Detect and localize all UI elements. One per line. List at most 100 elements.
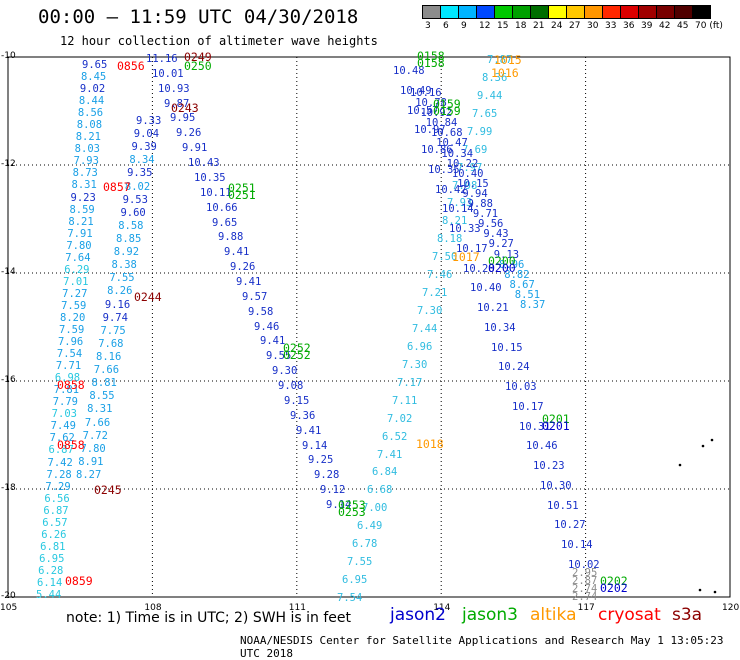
swh-value: 8.92: [113, 246, 140, 259]
swh-value: 9.46: [254, 320, 280, 333]
swh-value: 2.74: [572, 591, 598, 603]
swh-value: 7.97: [457, 161, 483, 174]
island-mark: [713, 590, 717, 594]
swh-value: 10.97: [414, 124, 446, 137]
swh-value: 8.67: [509, 278, 535, 291]
swh-value: 6.14: [37, 576, 63, 589]
swh-value: 8.55: [89, 390, 115, 403]
swh-value: 9.41: [296, 424, 322, 437]
swh-value: 9.16: [104, 298, 131, 311]
swh-value: 7.59: [61, 299, 87, 312]
swh-value: 8.81: [91, 377, 117, 390]
swh-value: 9.56: [478, 218, 504, 231]
colorbar-label: 39: [641, 21, 653, 31]
swh-value: 7.30: [417, 305, 443, 318]
swh-value: 7.96: [57, 336, 84, 349]
x-tick-label: 120: [722, 603, 740, 613]
swh-value: 7.66: [93, 364, 120, 377]
time-label: 0243: [171, 101, 199, 115]
swh-value: 8.27: [76, 469, 102, 481]
swh-value: 7.75: [100, 324, 126, 337]
swh-value: 9.12: [320, 484, 346, 497]
swh-value: 10.17: [512, 400, 544, 413]
time-label: 0244: [134, 290, 162, 304]
swh-value: 8.45: [80, 71, 107, 84]
swh-value: 10.28: [463, 262, 495, 275]
swh-value: 7.62: [49, 432, 75, 445]
swh-value: 8.91: [78, 455, 104, 468]
legend-altika: altika: [530, 605, 577, 625]
time-label: 1015: [494, 53, 522, 67]
swh-value: 9.94: [462, 187, 488, 200]
colorbar-label: 3: [425, 21, 431, 31]
swh-value: 10.01: [152, 67, 184, 80]
swh-value: 7.99: [467, 125, 493, 138]
swh-value: 10.03: [505, 381, 537, 394]
swh-value: 10.11: [200, 186, 232, 199]
swh-value: 9.14: [326, 499, 352, 511]
swh-value: 10.31: [519, 420, 551, 433]
swh-value: 9.30: [272, 365, 298, 378]
swh-value: 7.93: [447, 197, 473, 210]
swh-value: 7.59: [59, 324, 85, 336]
plot-frame: [7, 56, 731, 598]
swh-value: 9.28: [314, 469, 340, 482]
swh-value: 7.28: [46, 468, 72, 481]
swh-value: 7.80: [80, 442, 106, 455]
swh-value: 9.41: [260, 335, 286, 348]
swh-value: 10.68: [430, 127, 463, 140]
swh-value: 8.34: [129, 154, 155, 167]
x-tick-label: 117: [577, 603, 595, 613]
swh-value: 9.14: [302, 439, 328, 452]
swh-value: 9.53: [122, 193, 148, 206]
swh-value: 9.35: [127, 167, 153, 180]
swh-value: 9.88: [218, 231, 244, 244]
swh-value: 8.37: [520, 299, 546, 311]
time-label: 0202: [600, 581, 628, 595]
swh-value: 7.03: [51, 408, 77, 421]
swh-value: 10.47: [436, 137, 468, 150]
swh-value: 8.59: [69, 203, 95, 216]
colorbar-label: 33: [605, 21, 617, 31]
swh-value: 2.74: [572, 583, 598, 595]
colorbar-label: 12: [479, 21, 491, 31]
swh-value: 7.64: [65, 251, 91, 264]
swh-value: 7.21: [422, 287, 448, 300]
swh-value: 6.96: [407, 340, 433, 353]
island-mark: [678, 463, 682, 467]
y-tick-label: -14: [1, 267, 16, 277]
swh-value: 10.14: [442, 203, 474, 216]
swh-value: 9.65: [82, 59, 108, 71]
swh-value: 7.69: [462, 143, 488, 156]
swh-value: 7.81: [53, 384, 80, 397]
swh-value: 7.54: [337, 592, 363, 604]
swh-value: 10.51: [547, 499, 579, 512]
swh-value: 10.27: [554, 519, 586, 532]
swh-value: 6.95: [342, 574, 368, 587]
swh-value: 9.87: [164, 97, 190, 110]
swh-value: 6.98: [54, 372, 81, 385]
y-tick-label: -10: [1, 51, 16, 61]
time-label: 0159: [433, 104, 461, 118]
swh-value: 8.51: [514, 288, 541, 301]
time-label: 0253: [338, 505, 366, 519]
swh-value: 10.34: [441, 147, 474, 160]
swh-value: 9.25: [308, 454, 334, 467]
swh-value: 10.48: [393, 65, 425, 77]
swh-value: 10.24: [498, 361, 530, 374]
time-label: 0158: [417, 56, 445, 70]
swh-value: 9.44: [477, 89, 503, 102]
swh-value: 10.17: [456, 242, 488, 255]
time-label: 0857: [103, 180, 131, 194]
swh-value: 10.43: [188, 157, 220, 170]
swh-value: 6.81: [40, 540, 66, 553]
swh-value: 10.22: [446, 157, 479, 170]
swh-value: 7.71: [55, 360, 82, 373]
swh-value: 8.18: [437, 233, 463, 246]
colorbar-swatch: [692, 5, 711, 19]
colorbar-label: 6: [443, 21, 449, 31]
swh-value: 9.15: [284, 394, 310, 407]
page-title: 00:00 – 11:59 UTC 04/30/2018: [38, 6, 359, 28]
island-mark: [701, 444, 705, 448]
